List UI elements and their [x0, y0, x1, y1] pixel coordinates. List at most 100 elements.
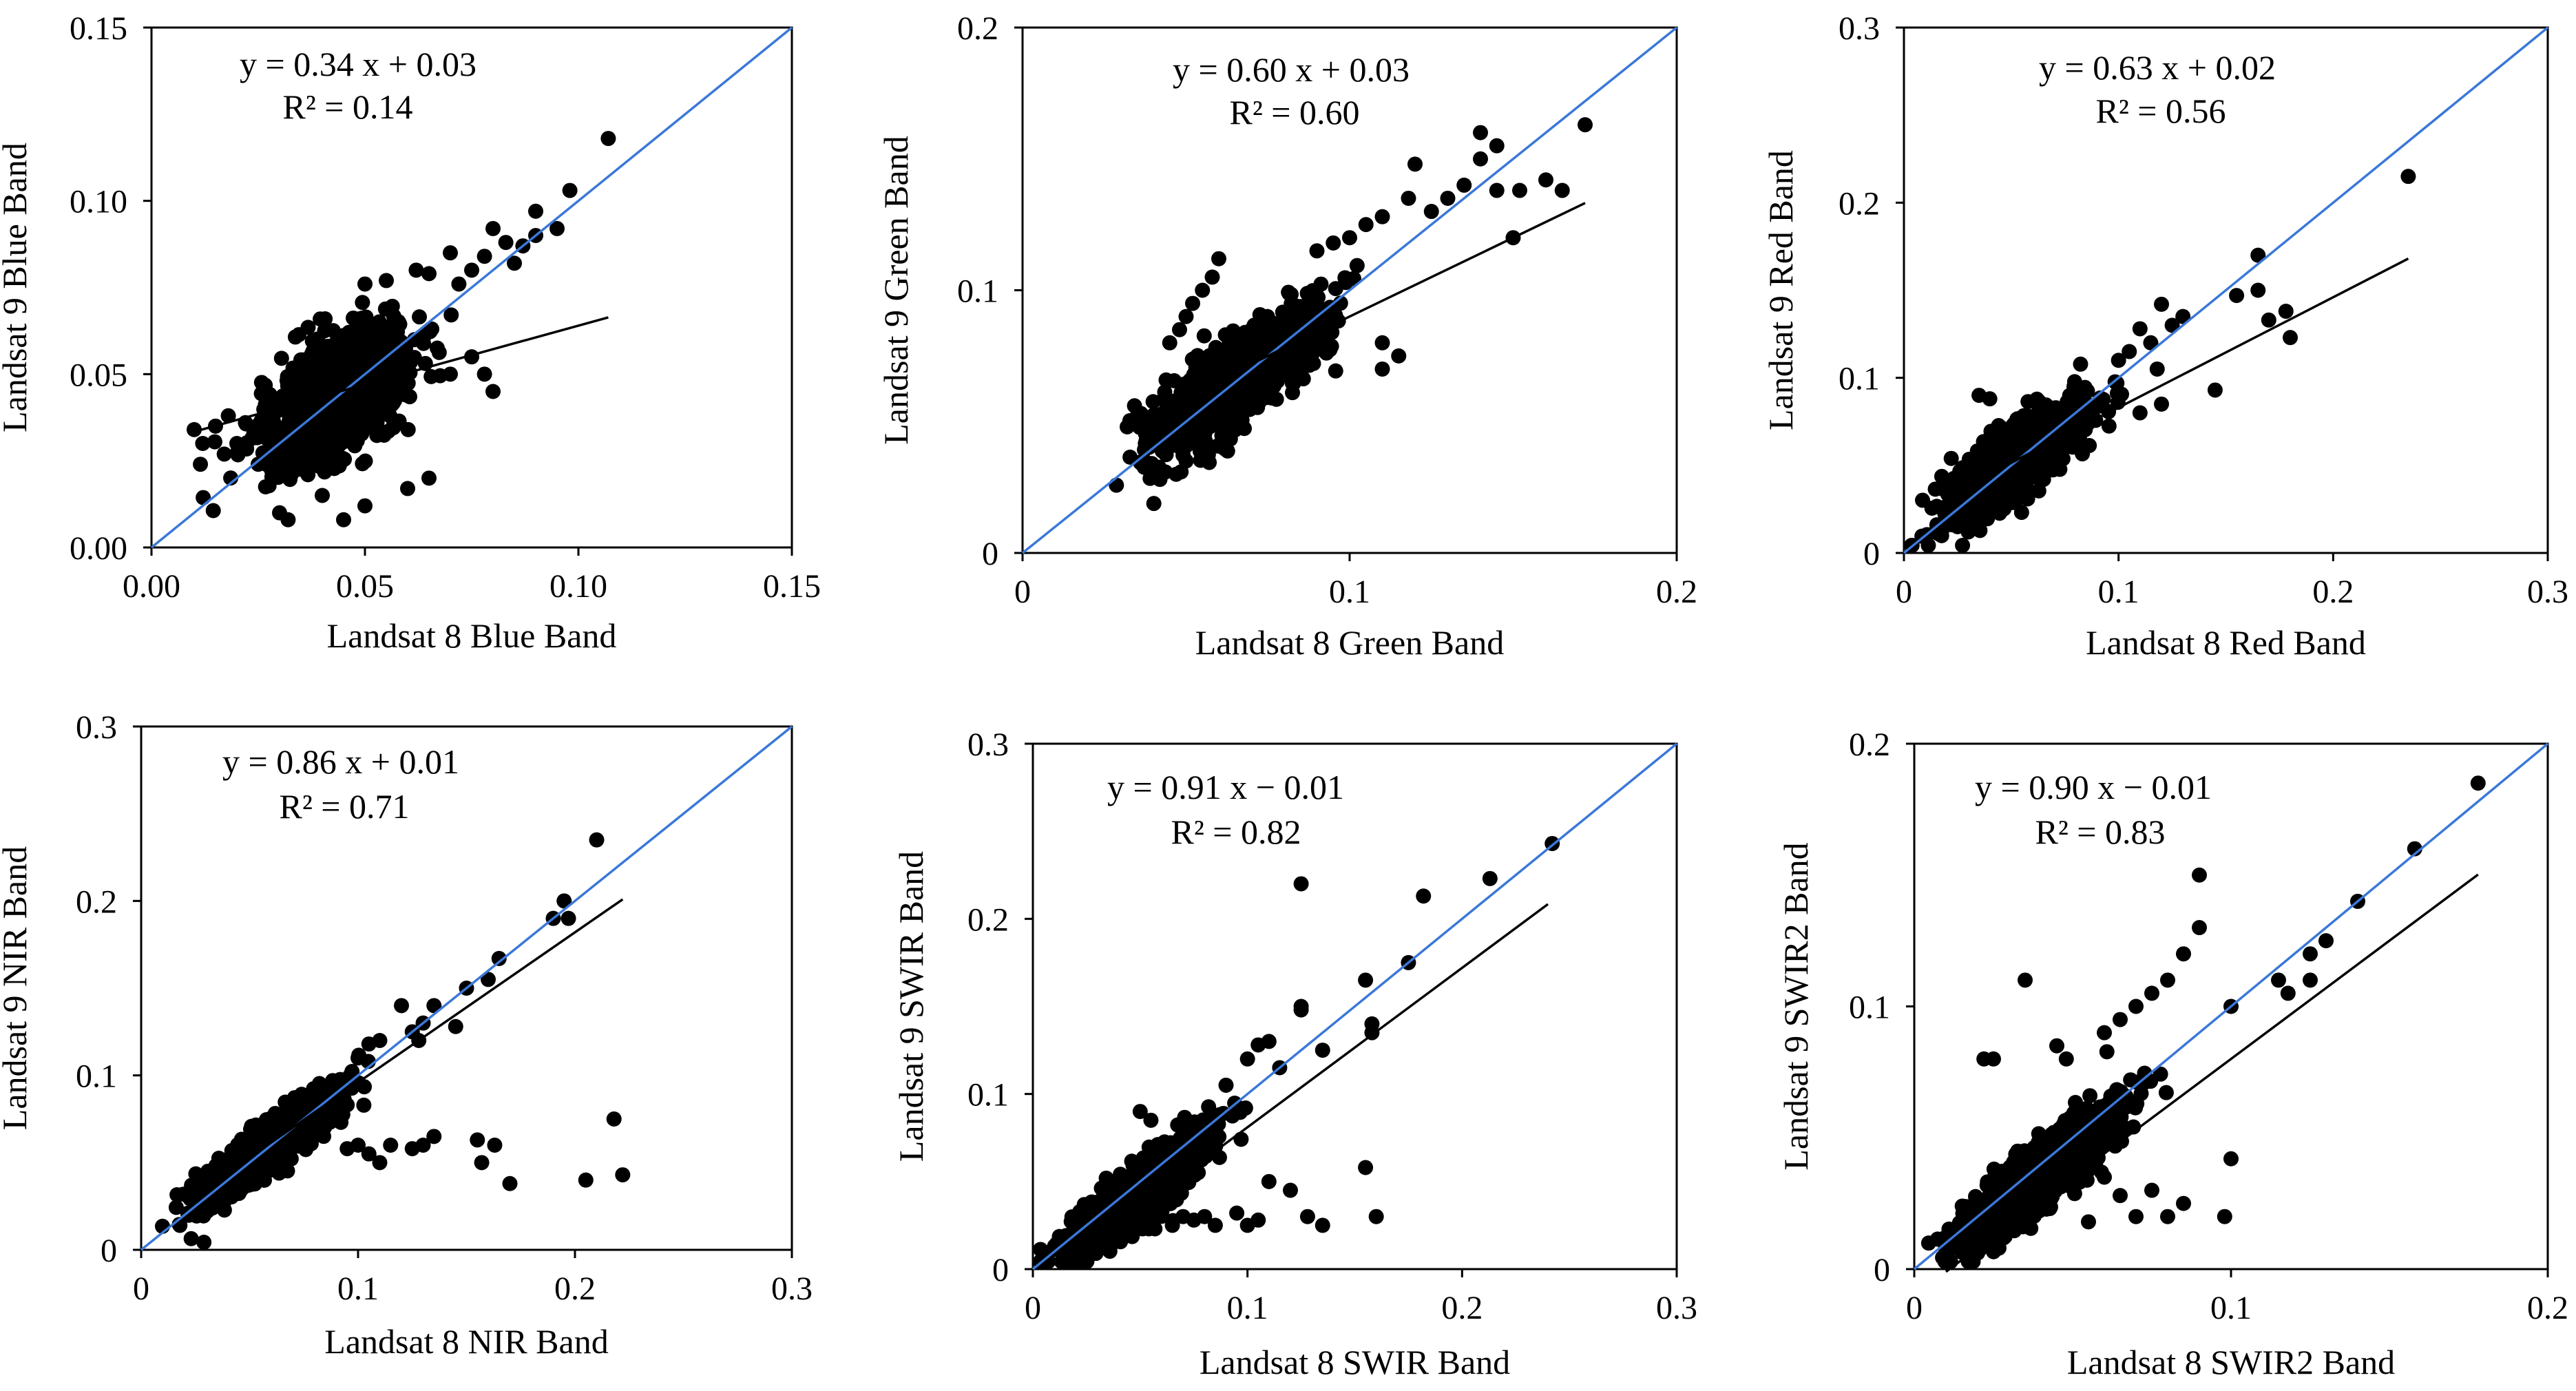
r-squared: R² = 0.56 — [2095, 92, 2226, 130]
scatter-point — [431, 344, 447, 360]
scatter-point — [337, 451, 353, 467]
scatter-point — [1987, 479, 2003, 494]
scatter-point — [1146, 496, 1162, 512]
scatter-point — [2109, 386, 2125, 401]
scatter-point — [2101, 418, 2117, 434]
scatter-point — [337, 328, 353, 344]
scatter-point — [1310, 289, 1326, 305]
y-tick-label: 0.1 — [76, 1058, 117, 1095]
scatter-point — [193, 457, 209, 472]
scatter-point — [2022, 468, 2038, 484]
scatter-point — [1178, 453, 1194, 469]
scatter-point — [316, 418, 332, 434]
r-squared: R² = 0.14 — [282, 87, 412, 126]
scatter-point — [392, 349, 408, 365]
scatter-point — [1423, 204, 1439, 220]
scatter-point — [1318, 311, 1334, 326]
scatter-point — [1138, 426, 1153, 441]
scatter-point — [2229, 288, 2245, 304]
scatter-point — [1391, 348, 1407, 364]
scatter-point — [253, 412, 269, 428]
scatter-point — [1178, 439, 1194, 454]
y-tick-label: 0.3 — [76, 709, 117, 746]
scatter-point — [1162, 335, 1177, 351]
scatter-point — [341, 392, 357, 408]
scatter-point — [1157, 384, 1173, 400]
scatter-point — [408, 262, 424, 278]
scatter-point — [392, 374, 408, 390]
scatter-point — [1489, 138, 1505, 154]
scatter-point — [1211, 251, 1226, 266]
scatter-point — [205, 503, 221, 519]
scatter-point — [2207, 382, 2223, 398]
scatter-point — [1342, 230, 1357, 246]
scatter-point — [1960, 506, 1976, 522]
x-tick-label: 0.15 — [763, 568, 821, 605]
scatter-point — [1554, 182, 1570, 198]
scatter-point — [1960, 524, 1976, 540]
scatter-point — [1407, 156, 1423, 172]
scatter-point — [187, 421, 202, 437]
scatter-point — [1268, 357, 1284, 373]
y-tick-label: 0 — [1863, 536, 1880, 572]
scatter-point — [1934, 521, 1950, 537]
scatter-point — [196, 490, 211, 505]
scatter-point — [346, 413, 362, 429]
scatter-point — [1358, 217, 1374, 233]
x-axis-label: Landsat 8 NIR Band — [324, 1322, 608, 1361]
one-to-one-line — [150, 26, 793, 549]
scatter-point — [2060, 394, 2075, 410]
x-tick-label: 0.3 — [2527, 574, 2568, 610]
scatter-point — [220, 408, 236, 423]
scatter-point — [1284, 385, 1300, 401]
scatter-point — [2154, 296, 2169, 312]
scatter-point — [1222, 431, 1238, 447]
scatter-point — [251, 457, 266, 472]
y-tick-label: 0.2 — [76, 883, 117, 920]
regression-line — [193, 316, 609, 433]
scatter-point — [421, 470, 437, 486]
scatter-point — [350, 428, 366, 444]
scatter-point — [562, 182, 578, 198]
scatter-point — [2075, 446, 2091, 462]
scatter-point — [424, 321, 440, 337]
scatter-point — [1246, 317, 1262, 333]
scatter-point — [1349, 258, 1365, 273]
x-tick-label: 0 — [1014, 574, 1031, 610]
scatter-point — [485, 220, 501, 236]
scatter-point — [282, 472, 298, 488]
y-axis-label: Landsat 9 Red Band — [1761, 150, 1800, 430]
scatter-point — [1920, 538, 1936, 553]
scatter-point — [443, 307, 459, 323]
y-tick-label: 0.2 — [1839, 185, 1880, 222]
scatter-point — [2037, 448, 2053, 464]
scatter-point — [270, 470, 286, 485]
scatter-point — [335, 419, 351, 435]
y-axis-label: Landsat 9 Green Band — [877, 136, 915, 444]
scatter-point — [195, 436, 211, 451]
y-tick-label: 0.3 — [1839, 10, 1880, 47]
scatter-point — [229, 436, 244, 451]
scatter-point — [1401, 190, 1416, 206]
scatter-point — [207, 434, 222, 450]
scatter-point — [388, 320, 404, 336]
x-tick-label: 0 — [133, 1270, 149, 1307]
scatter-point — [549, 220, 565, 236]
scatter-point — [1204, 269, 1220, 285]
scatter-point — [333, 406, 349, 421]
scatter-point — [295, 352, 311, 368]
scatter-point — [371, 320, 387, 335]
scatter-point — [2154, 396, 2169, 412]
scatter-point — [355, 295, 370, 311]
scatter-point — [600, 131, 616, 147]
scatter-point — [2149, 361, 2165, 377]
scatter-point — [2400, 169, 2416, 185]
scatter-point — [248, 1117, 264, 1133]
scatter-point — [1281, 286, 1297, 302]
regression-equation: y = 0.60 x + 0.03 — [1173, 50, 1410, 89]
scatter-point — [216, 446, 232, 462]
scatter-point — [1188, 353, 1204, 369]
scatter-point — [336, 512, 351, 527]
scatter-point — [1297, 344, 1313, 360]
